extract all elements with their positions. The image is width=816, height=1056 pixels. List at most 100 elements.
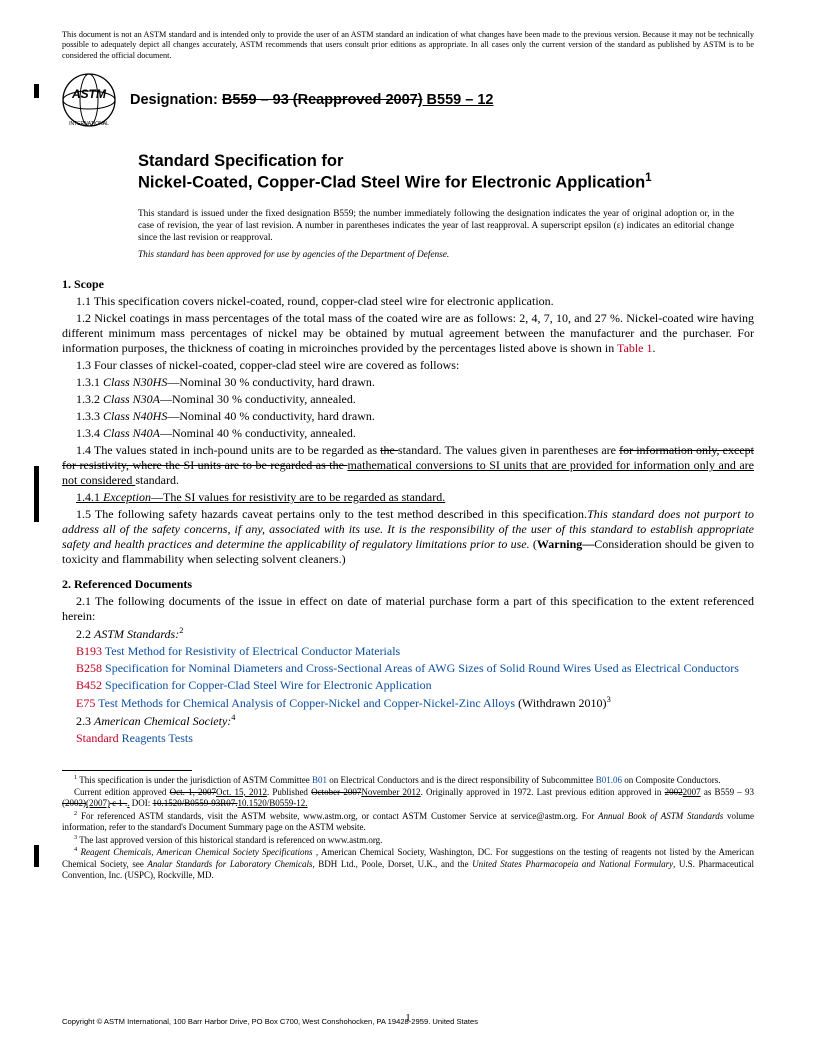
para-1-4: 1.4 The values stated in inch-pound unit… <box>62 443 754 488</box>
footnotes: 1 This specification is under the jurisd… <box>62 774 754 882</box>
table-1-link[interactable]: Table 1 <box>617 341 652 355</box>
page-number: 1 <box>0 1012 816 1026</box>
ref-title-link[interactable]: Test Method for Resistivity of Electrica… <box>102 644 400 658</box>
p12-tail: . <box>652 341 655 355</box>
footnote-1: 1 This specification is under the jurisd… <box>62 774 754 787</box>
para-2-2: 2.2 ASTM Standards:2 <box>62 626 754 642</box>
section-1-head: 1. Scope <box>62 277 754 292</box>
dod-note: This standard has been approved for use … <box>138 250 734 262</box>
title-sup: 1 <box>645 172 651 184</box>
para-1-5: 1.5 The following safety hazards caveat … <box>62 507 754 567</box>
cls: Class N40A <box>103 426 160 440</box>
designation-new: B559 – 12 <box>423 92 494 108</box>
ref-title-link[interactable]: Specification for Copper-Clad Steel Wire… <box>102 678 432 692</box>
t: —The SI values for resistivity are to be… <box>151 490 445 504</box>
cls: Class N30A <box>103 392 160 406</box>
s: 2002 <box>665 787 683 797</box>
footnote-2: 2 For referenced ASTM standards, visit t… <box>62 810 754 834</box>
e: Reagent Chemicals, American Chemical Soc… <box>80 847 312 857</box>
subcommittee-link[interactable]: B01.06 <box>596 775 622 785</box>
committee-link[interactable]: B01 <box>312 775 327 785</box>
para-1-3: 1.3 Four classes of nickel-coated, coppe… <box>62 358 754 373</box>
std-code-link[interactable]: Standard <box>76 731 119 745</box>
s: 10.1520/B0559-93R07. <box>153 798 238 808</box>
astm-logo-icon: ASTM INTERNATIONAL <box>62 73 116 127</box>
svg-text:ASTM: ASTM <box>71 87 107 101</box>
cls: Class N40HS <box>103 409 167 423</box>
ref-sup: 3 <box>607 695 611 704</box>
para-1-3-4: 1.3.4 Class N40A—Nominal 40 % conductivi… <box>62 426 754 441</box>
section-2-head: 2. Referenced Documents <box>62 577 754 592</box>
para-2-3: 2.3 American Chemical Society:4 <box>62 713 754 729</box>
t: ( <box>530 537 537 551</box>
n: 1.3.2 <box>76 392 103 406</box>
t: standard. <box>135 473 179 487</box>
s: Oct. 1, 2007 <box>170 787 216 797</box>
t: —Nominal 40 % conductivity, annealed. <box>160 426 356 440</box>
footnote-rule <box>62 770 192 771</box>
ref-code-link[interactable]: B452 <box>76 678 102 692</box>
n: 2.3 <box>76 714 94 728</box>
top-disclaimer: This document is not an ASTM standard an… <box>62 30 754 61</box>
footnote-1b: Current edition approved Oct. 1, 2007Oct… <box>62 787 754 810</box>
s: the <box>380 443 398 457</box>
t: 1.5 The following safety hazards caveat … <box>76 507 587 521</box>
t: —Nominal 30 % conductivity, annealed. <box>160 392 356 406</box>
t: on Composite Conductors. <box>622 775 721 785</box>
cls: Class N30HS <box>103 375 167 389</box>
ref-code-link[interactable]: B258 <box>76 661 102 675</box>
t: on Electrical Conductors and is the dire… <box>327 775 596 785</box>
e: American Chemical Society: <box>94 714 231 728</box>
svg-text:INTERNATIONAL: INTERNATIONAL <box>69 121 109 127</box>
para-2-1: 2.1 The following documents of the issue… <box>62 594 754 624</box>
para-1-3-3: 1.3.3 Class N40HS—Nominal 40 % conductiv… <box>62 409 754 424</box>
issue-note: This standard is issued under the fixed … <box>138 208 734 244</box>
t: . Originally approved in 1972. Last prev… <box>421 787 665 797</box>
ref-title-link[interactable]: Specification for Nominal Diameters and … <box>102 661 739 675</box>
para-1-2: 1.2 Nickel coatings in mass percentages … <box>62 311 754 356</box>
u: 2007 <box>683 787 701 797</box>
title-line-2: Nickel-Coated, Copper-Clad Steel Wire fo… <box>138 171 754 193</box>
sup: 4 <box>231 713 235 722</box>
para-2-3-std: Standard Reagents Tests <box>62 731 754 746</box>
change-bar-icon <box>34 845 39 867</box>
change-bar-icon <box>34 84 39 98</box>
footnote-4: 4 Reagent Chemicals, American Chemical S… <box>62 846 754 882</box>
t: For referenced ASTM standards, visit the… <box>77 811 598 821</box>
change-bar-icon <box>34 466 39 522</box>
designation-old: B559 – 93 (Reapproved 2007) <box>222 92 423 108</box>
t: —Nominal 30 % conductivity, hard drawn. <box>167 375 375 389</box>
ref-tail: (Withdrawn 2010) <box>515 696 607 710</box>
t: standard. The values given in parenthese… <box>398 443 619 457</box>
designation-line: Designation: B559 – 93 (Reapproved 2007)… <box>130 91 493 109</box>
e: Exception <box>103 490 151 504</box>
ref-title-link[interactable]: Test Methods for Chemical Analysis of Co… <box>95 696 515 710</box>
n: 1.3.1 <box>76 375 103 389</box>
designation-label: Designation: <box>130 92 222 108</box>
t: . Published <box>267 787 311 797</box>
t: —Nominal 40 % conductivity, hard drawn. <box>167 409 375 423</box>
n: 1.4.1 <box>76 490 103 504</box>
u: Oct. 15, 2012 <box>216 787 267 797</box>
t: as B559 – 93 <box>701 787 754 797</box>
e: United States Pharmacopeia and National … <box>472 859 673 869</box>
ref-item: B193 Test Method for Resistivity of Elec… <box>62 644 754 659</box>
w: Warning— <box>537 537 594 551</box>
sup: 2 <box>179 626 183 635</box>
t: 1.4 The values stated in inch-pound unit… <box>76 443 380 457</box>
para-1-3-2: 1.3.2 Class N30A—Nominal 30 % conductivi… <box>62 392 754 407</box>
para-1-1: 1.1 This specification covers nickel-coa… <box>62 294 754 309</box>
ref-code-link[interactable]: B193 <box>76 644 102 658</box>
ref-item: B258 Specification for Nominal Diameters… <box>62 661 754 676</box>
n: 1.3.3 <box>76 409 103 423</box>
page: This document is not an ASTM standard an… <box>0 0 816 1056</box>
t: This specification is under the jurisdic… <box>77 775 312 785</box>
title-text: Nickel-Coated, Copper-Clad Steel Wire fo… <box>138 174 645 192</box>
e: ASTM Standards: <box>94 627 179 641</box>
ref-code-link[interactable]: E75 <box>76 696 95 710</box>
ref-item: E75 Test Methods for Chemical Analysis o… <box>62 695 754 711</box>
refs-list: B193 Test Method for Resistivity of Elec… <box>62 644 754 711</box>
t: DOI: <box>130 798 153 808</box>
s: October 2007 <box>311 787 361 797</box>
std-title-link[interactable]: Reagents Tests <box>119 731 193 745</box>
